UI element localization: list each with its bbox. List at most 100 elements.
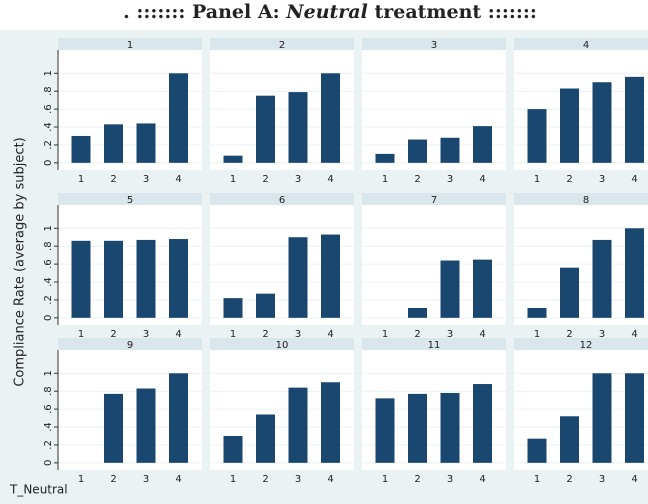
x-tick-label: 1 [230,174,236,185]
panel-header [210,193,354,205]
y-tick-label: .8 [43,386,54,396]
x-tick-label: 4 [631,329,637,340]
bar [288,92,308,163]
y-tick-label: .6 [43,259,54,269]
x-tick-label: 4 [631,174,637,185]
y-tick-label: 0 [43,460,54,466]
x-tick-label: 1 [534,174,540,185]
panel-header [210,38,354,50]
x-tick-label: 4 [327,474,333,485]
bar [592,373,612,463]
bar [104,240,123,318]
x-tick-label: 3 [447,174,453,185]
bar [560,416,579,463]
x-tick-label: 3 [143,174,149,185]
bar [169,373,188,463]
y-tick-label: .4 [43,122,54,132]
x-tick-label: 4 [327,329,333,340]
panel-title: 10 [276,340,289,351]
bar [592,239,612,318]
x-tick-label: 2 [566,174,572,185]
title-part: . ::::::: Panel A: [123,1,286,23]
y-axis-label: Compliance Rate (average by subject) [13,137,28,386]
panel-title: 8 [583,195,589,206]
panel-header [362,338,506,350]
bar [136,239,156,318]
y-tick-label: .4 [43,277,54,287]
bar [527,438,547,463]
bar [169,73,188,163]
bar [408,139,427,163]
panel-header [362,193,506,205]
x-tick-label: 2 [566,474,572,485]
chart-title: . ::::::: Panel A: Neutral treatment :::… [123,1,537,23]
x-tick-label: 4 [479,329,485,340]
bar [169,239,188,318]
bar [321,73,340,163]
y-tick-label: 1 [43,225,54,231]
x-tick-label: 2 [262,474,268,485]
bar [71,240,91,318]
bar [288,387,308,463]
y-tick-label: .8 [43,86,54,96]
panel-title: 6 [279,195,285,206]
bar [223,298,243,318]
panel-header [362,38,506,50]
x-tick-label: 3 [447,474,453,485]
x-tick-label: 1 [382,174,388,185]
x-tick-label: 1 [78,174,84,185]
bar [375,153,395,163]
panel-header [58,193,202,205]
bar [136,123,156,163]
bar [408,307,427,318]
bar [527,307,547,318]
x-tick-label: 4 [327,174,333,185]
x-tick-label: 3 [295,474,301,485]
bar [256,293,275,318]
bar [473,259,492,318]
x-tick-label: 3 [599,174,605,185]
y-tick-label: 1 [43,370,54,376]
x-tick-label: 4 [175,474,181,485]
bar [592,82,612,163]
bar [473,384,492,463]
panel-title: 5 [127,195,133,206]
panel-title: 7 [431,195,437,206]
x-tick-label: 2 [414,329,420,340]
bar [71,135,91,163]
x-tick-label: 4 [479,474,485,485]
x-tick-label: 2 [110,474,116,485]
x-tick-label: 4 [631,474,637,485]
y-tick-label: .2 [43,140,54,150]
x-tick-label: 1 [78,474,84,485]
title-part: Neutral [285,1,368,23]
x-tick-label: 2 [566,329,572,340]
bar [104,124,123,163]
y-tick-label: .8 [43,241,54,251]
y-tick-label: 1 [43,70,54,76]
x-tick-label: 2 [414,174,420,185]
x-tick-label: 2 [262,329,268,340]
x-tick-label: 3 [143,329,149,340]
y-tick-label: 0 [43,160,54,166]
x-tick-label: 2 [262,174,268,185]
bar [440,392,460,463]
bar [625,228,644,318]
panel-title: 3 [431,40,437,51]
x-tick-label: 2 [414,474,420,485]
bar [408,393,427,463]
bar [321,382,340,463]
x-tick-label: 2 [110,329,116,340]
bar [375,398,395,463]
x-tick-label: 1 [78,329,84,340]
bar [256,414,275,463]
panel-title: 11 [428,340,441,351]
bar [473,126,492,163]
x-tick-label: 1 [382,329,388,340]
panel-header [58,338,202,350]
panel-title: 2 [279,40,285,51]
bar [625,76,644,163]
panel-title: 4 [583,40,589,51]
title-part: treatment ::::::: [368,1,537,23]
y-tick-label: .4 [43,422,54,432]
